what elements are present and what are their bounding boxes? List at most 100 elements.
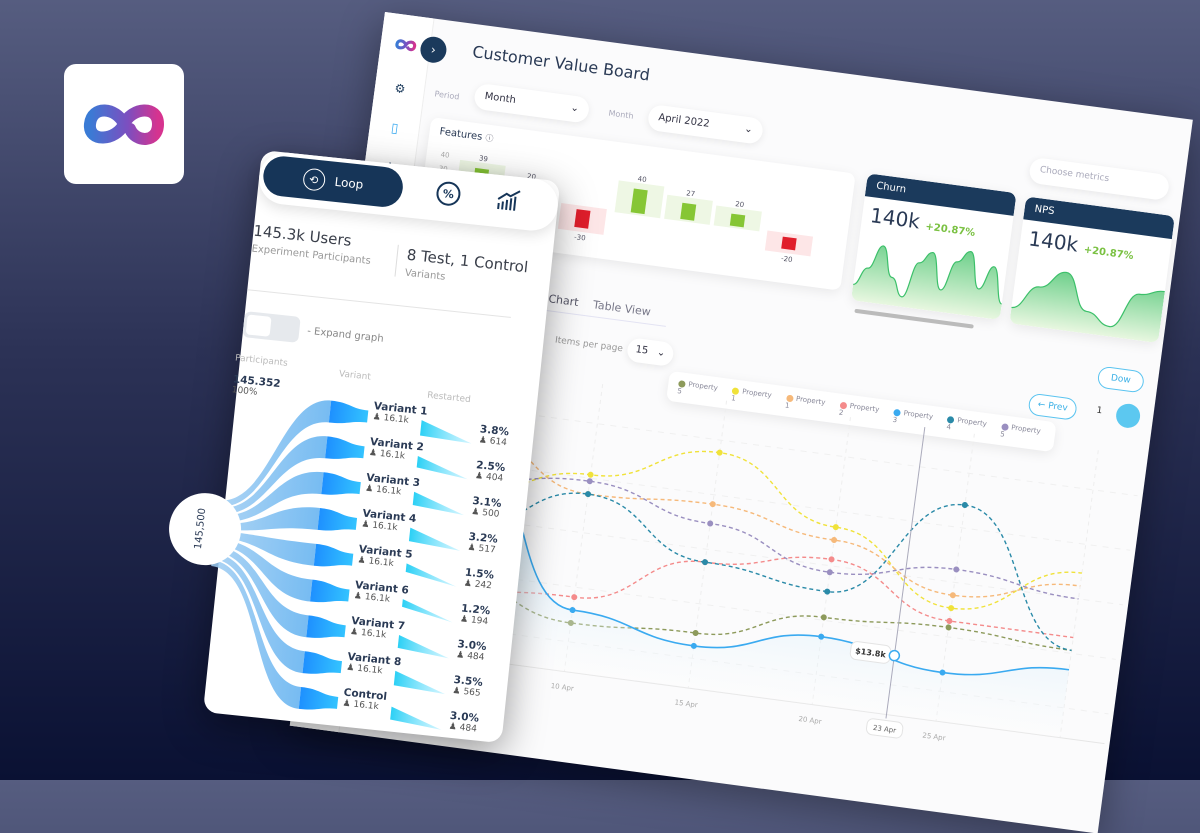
restarted-value: 3.0% ♟ 484 [448,709,480,735]
user-icon: ♟ [372,411,382,423]
restarted-value: 3.0% ♟ 484 [455,638,488,663]
bar-data-label: -30 [574,233,586,242]
period-value: Month [483,90,517,107]
items-per-page-select[interactable]: 15 ⌄ [625,337,675,368]
tooltip-value: $13.8k [855,646,887,659]
stat-divider [394,244,399,277]
user-icon: ♟ [360,519,371,530]
total-value: 145,500 [193,508,208,550]
highlight-point [888,649,901,662]
sparkline-line [1011,271,1165,328]
loop-icon: ⟲ [301,167,326,192]
sankey-flow [215,471,324,522]
feature-bar [630,188,648,215]
tab-loop[interactable]: ⟲ Loop [261,154,405,209]
nps-change: +20.87% [1083,244,1135,263]
variant-bar [317,508,358,531]
sparkline-area [850,245,1002,320]
user-icon: ♟ [463,578,473,589]
percent-icon[interactable]: % [435,180,462,207]
data-point [824,588,831,595]
churn-change: +20.87% [924,221,976,239]
choose-metrics-input[interactable]: Choose metrics [1028,156,1171,202]
churn-kpi-card[interactable]: Churn 140k +20.87% [850,173,1017,320]
prev-button[interactable]: ← Prev [1027,392,1078,421]
data-point [820,614,827,621]
expand-graph-toggle[interactable] [242,311,301,343]
tab-table-view[interactable]: Table View [592,298,652,319]
data-point [818,633,825,640]
data-point [828,556,835,563]
filter-settings-icon[interactable]: ⚙ [393,81,407,97]
x-tick-label: 10 Apr [550,682,574,693]
nps-kpi-card[interactable]: NPS 140k +20.87% [1009,196,1175,344]
bar-data-label: 27 [686,189,696,198]
logo-icon [392,32,419,59]
restarted-wedge [397,634,449,659]
user-icon: ♟ [452,685,462,697]
feature-bar [574,209,591,229]
sankey-flow [213,537,313,602]
x-tick-label: 15 Apr [674,698,698,709]
data-point [716,449,723,456]
y-tick-label: 40 [440,151,450,160]
next-page-button[interactable] [1114,402,1142,430]
growth-chart-icon[interactable] [495,187,523,214]
user-icon: ♟ [345,662,355,674]
user-icon: ♟ [478,434,488,446]
download-button[interactable]: Dow [1096,365,1145,394]
feature-bar [729,213,746,228]
period-select[interactable]: Month ⌄ [473,82,591,124]
data-point [949,592,956,599]
data-point [692,630,699,637]
data-point [571,594,578,601]
user-icon: ♟ [459,613,469,625]
user-icon: ♟ [349,626,359,638]
variant-bar [302,651,343,674]
feature-bar [680,202,697,221]
user-icon: ♟ [474,470,484,482]
restarted-value: 3.5% ♟ 565 [452,673,484,699]
data-point [587,471,594,478]
infinity-logo-icon [84,104,165,145]
chevron-down-icon: ⌄ [656,347,667,360]
user-icon: ♟ [467,542,477,554]
month-value: April 2022 [657,112,711,130]
data-point [690,642,697,649]
variant-bar [298,687,339,710]
sankey-flow [217,400,332,507]
sankey-flow [216,436,328,514]
restarted-wedge [390,706,442,730]
series-line [369,492,1072,652]
sankey-flow [211,560,302,709]
restarted-value: 1.2% ♟ 194 [459,602,491,627]
month-label: Month [608,108,635,121]
variant-bar [328,400,369,424]
bar-data-label: -20 [781,255,793,264]
data-point [948,605,955,612]
page-number[interactable]: 1 [1095,405,1103,417]
chevron-down-icon: ⌄ [569,102,580,115]
data-point [707,520,714,527]
restarted-wedge [416,455,468,480]
variant-bar [306,615,346,638]
page-title: Customer Value Board [471,42,652,85]
devices-icon[interactable]: ▯ [390,120,400,137]
sparkline-area [1009,272,1165,344]
restarted-value: 1.5% ♟ 242 [463,566,495,591]
items-per-page-label: Items per page [554,335,624,355]
items-per-page-value: 15 [634,344,649,357]
user-icon: ♟ [455,649,465,661]
variant-bar [313,543,354,567]
user-icon: ♟ [357,554,367,566]
tab-chart[interactable]: Chart [547,292,580,310]
month-select[interactable]: April 2022 ⌄ [646,103,765,145]
data-point [953,566,960,573]
grid-line [1059,450,1099,738]
data-point [946,617,953,624]
sparkline-line [852,245,1003,305]
variants-label: Variants [404,267,446,283]
date-tooltip: 23 Apr [872,724,896,735]
user-icon: ♟ [448,721,458,733]
variant-row-label[interactable]: Control ♟ 16.1k [342,686,388,712]
